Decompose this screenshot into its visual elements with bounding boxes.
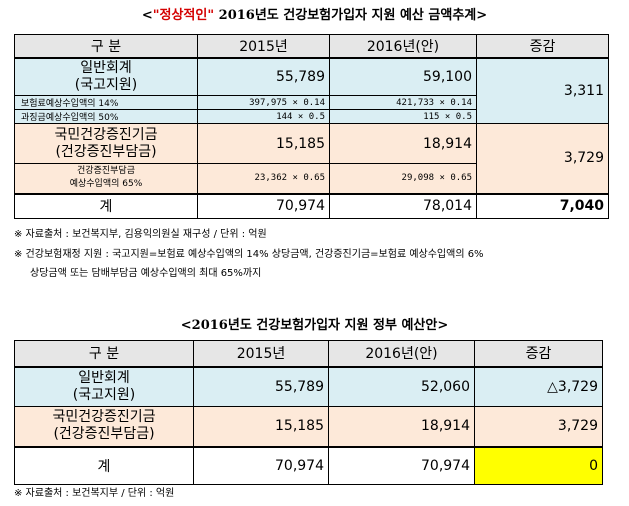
sub-2015-value: 144 × 0.5 [198,110,330,124]
general-account-label: 일반회계 (국고지원) [15,58,198,96]
source-note: ※ 자료출처 : 보건복지부 / 단위 : 억원 [14,486,174,501]
sub-label: 건강증진부담금 예상수입액의 65% [15,164,198,194]
sub-2016-value: 421,733 × 0.14 [330,96,477,110]
total-label: 계 [15,194,198,219]
table1-title: <"정상적인" 2016년도 건강보험가입자 지원 예산 금액추계> [0,8,629,24]
sub-2015-value: 23,362 × 0.65 [198,164,330,194]
fund-change-value: 3,729 [475,407,603,447]
title-bracket: < [142,8,153,23]
header-change: 증감 [477,35,609,58]
source-note: ※ 자료출처 : 보건복지부, 김용익의원실 재구성 / 단위 : 억원 [14,227,267,242]
table2-title: <2016년도 건강보험가입자 지원 정부 예산안> [0,318,629,334]
label-line: 국민건강증진기금 [19,409,189,426]
label-line: 국민건강증진기금 [19,127,193,144]
table-row: 국민건강증진기금 (건강증진부담금) 15,185 18,914 3,729 [15,124,609,164]
label-line: 예상수입액의 65% [19,178,193,191]
health-fund-label: 국민건강증진기금 (건강증진부담금) [15,407,194,447]
label-line: (건강증진부담금) [19,426,189,443]
funding-note-cont: 상당금액 또는 담배부담금 예상수입액의 최대 65%까지 [30,264,261,279]
sub-2016-value: 29,098 × 0.65 [330,164,477,194]
total-2016-value: 78,014 [330,194,477,219]
header-category: 구 분 [15,35,198,58]
total-2015-value: 70,974 [198,194,330,219]
general-change-value: △3,729 [475,367,603,407]
general-2015-value: 55,789 [198,58,330,96]
sub-label: 보험료예상수입액의 14% [15,96,198,110]
label-line: (건강증진부담금) [19,144,193,161]
header-change: 증감 [475,341,603,367]
total-2016-value: 70,974 [329,447,475,485]
label-line: 일반회계 [19,370,189,387]
general-2015-value: 55,789 [194,367,329,407]
table-header-row: 구 분 2015년 2016년(안) 증감 [15,35,609,58]
fund-2016-value: 18,914 [329,407,475,447]
label-line: (국고지원) [19,387,189,404]
total-2015-value: 70,974 [194,447,329,485]
fund-change-value: 3,729 [477,124,609,194]
title-text: 2016년도 건강보험가입자 지원 예산 금액추계> [214,8,487,23]
header-2015: 2015년 [194,341,329,367]
general-account-label: 일반회계 (국고지원) [15,367,194,407]
label-line: 건강증진부담금 [19,165,193,178]
general-change-value: 3,311 [477,58,609,124]
title-highlight: "정상적인" [153,8,214,23]
general-2016-value: 59,100 [330,58,477,96]
table-row: 국민건강증진기금 (건강증진부담금) 15,185 18,914 3,729 [15,407,603,447]
fund-2016-value: 18,914 [330,124,477,164]
header-2016: 2016년(안) [330,35,477,58]
general-2016-value: 52,060 [329,367,475,407]
header-2015: 2015년 [198,35,330,58]
sub-2015-value: 397,975 × 0.14 [198,96,330,110]
sub-2016-value: 115 × 0.5 [330,110,477,124]
funding-note: ※ 건강보험재정 지원 : 국고지원=보험료 예상수입액의 14% 상당금액, … [14,247,484,262]
health-fund-label: 국민건강증진기금 (건강증진부담금) [15,124,198,164]
fund-2015-value: 15,185 [198,124,330,164]
table-row: 일반회계 (국고지원) 55,789 52,060 △3,729 [15,367,603,407]
table-header-row: 구 분 2015년 2016년(안) 증감 [15,341,603,367]
total-row: 계 70,974 70,974 0 [15,447,603,485]
total-change-value: 0 [475,447,603,485]
header-2016: 2016년(안) [329,341,475,367]
total-change-value: 7,040 [477,194,609,219]
budget-proposal-table: 구 분 2015년 2016년(안) 증감 일반회계 (국고지원) 55,789… [14,340,603,485]
table-row: 일반회계 (국고지원) 55,789 59,100 3,311 [15,58,609,96]
label-line: (국고지원) [19,77,193,94]
total-label: 계 [15,447,194,485]
budget-estimate-table: 구 분 2015년 2016년(안) 증감 일반회계 (국고지원) 55,789… [14,34,609,219]
label-line: 일반회계 [19,60,193,77]
fund-2015-value: 15,185 [194,407,329,447]
header-category: 구 분 [15,341,194,367]
total-row: 계 70,974 78,014 7,040 [15,194,609,219]
sub-label: 과징금예상수입액의 50% [15,110,198,124]
